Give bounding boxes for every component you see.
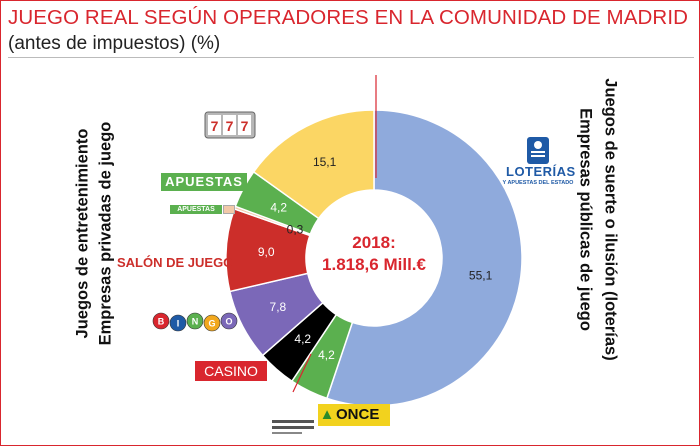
page-subtitle: (antes de impuestos) (%) [8,33,221,54]
bingo-ball-0 [152,312,170,330]
donut-slice-labels: 55,14,24,27,89,00,34,215,1 [258,155,493,362]
bingo-ball-2 [186,312,204,330]
right-label-line2: Empresas públicas de juego [576,108,595,331]
donut-slice-label-2: 4,2 [294,332,311,346]
salon-de-juego-logo: SALÓN DE JUEGO [117,255,234,270]
once-logo: ▲ ONCE [318,404,390,426]
svg-text:7: 7 [226,118,234,134]
once-logo-text: ONCE [336,406,380,423]
bingo-ball-letter-3: G [208,319,215,329]
donut-slice-label-1: 4,2 [318,348,335,362]
loterias-logo-text: LOTERÍAS [506,164,576,179]
bingo-ball-letter-4: O [225,317,232,327]
loterias-emblem-icon [527,137,549,164]
donut-slice-label-0: 55,1 [469,268,493,282]
left-label-line2: Empresas privadas de juego [96,121,115,346]
donut-slices [225,109,523,407]
bingo-ball-1 [169,314,187,332]
casino-logo: CASINO [195,361,267,381]
bingo-ball-3 [203,314,221,332]
bingo-ball-letter-1: I [177,319,180,329]
right-label-line1: Juegos de suerte o ilusión (loterías) [601,78,620,361]
bingo-ball-letter-0: B [158,317,165,327]
page-title: JUEGO REAL SEGÚN OPERADORES EN LA COMUNI… [8,6,689,29]
left-label-line1: Juegos de entretenimiento [73,128,92,339]
svg-text:7: 7 [241,118,249,134]
once-logo-mark-icon: ▲ [319,406,335,423]
svg-text:7: 7 [211,118,219,134]
donut-slice-label-5: 0,3 [287,222,304,236]
donut-slice-7 [252,109,375,220]
center-label-year: 2018: [352,233,395,252]
footer-association-logo [272,420,314,434]
loterias-logo-subtext: Y APUESTAS DEL ESTADO [502,180,574,186]
apuestas-small-logo: APUESTAS [170,205,222,214]
slot-machine-icon: 7 7 7 [204,111,256,139]
apuestas-logo: APUESTAS [161,173,247,191]
bingo-ball-4 [220,312,238,330]
donut-slice-label-6: 4,2 [270,200,287,214]
donut-slice-label-4: 9,0 [258,245,275,259]
donut-slice-label-3: 7,8 [270,300,287,314]
title-divider [8,57,694,58]
bingo-ball-letter-2: N [192,317,199,327]
donut-slice-label-7: 15,1 [313,155,337,169]
divider-line-bottom [292,353,312,393]
center-label-total: 1.818,6 Mill.€ [322,255,426,274]
apuestas-small-icon [223,205,235,214]
